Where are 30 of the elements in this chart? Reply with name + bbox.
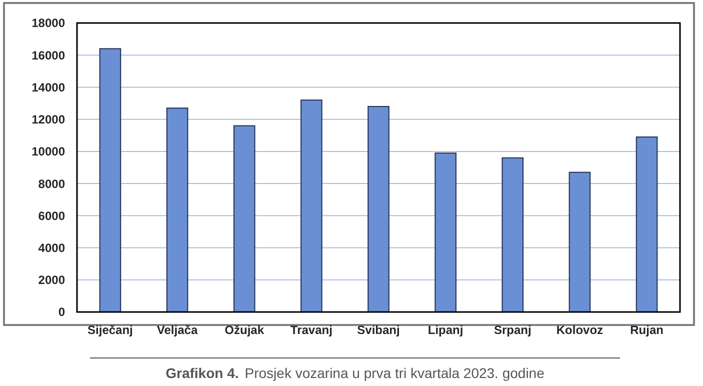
text: Grafikon 4. (166, 365, 239, 381)
bar (502, 157, 524, 312)
x-tick-label: Srpanj (494, 323, 532, 337)
y-tick-label: 12000 (32, 112, 66, 127)
y-tick-label: 2000 (38, 273, 66, 288)
bar (300, 100, 322, 312)
bar (434, 152, 456, 312)
x-tick-label: Ožujak (224, 323, 264, 337)
x-tick-label: Veljača (156, 323, 198, 337)
text: Prosjek vozarina u prva tri kvartala 2023. godine (244, 365, 545, 381)
y-tick-label: 18000 (32, 16, 66, 30)
y-tick-label: 8000 (38, 176, 66, 191)
x-tick-label: Rujan (630, 323, 664, 337)
bar (99, 48, 122, 312)
y-tick-label: 0 (58, 305, 66, 320)
x-tick-label: Lipanj (428, 323, 464, 337)
x-tick-label: Siječanj (88, 323, 133, 337)
bar (233, 125, 256, 312)
y-tick-label: 4000 (38, 240, 66, 255)
bar (636, 136, 658, 312)
x-tick-label: Kolovoz (556, 323, 604, 337)
y-tick-label: 16000 (32, 48, 66, 62)
y-tick-label: 14000 (32, 80, 66, 94)
bar (368, 106, 390, 312)
bar (166, 108, 188, 312)
x-tick-label: Svibanj (357, 323, 400, 337)
bar (568, 172, 591, 312)
x-tick-label: Travanj (290, 323, 332, 337)
y-tick-label: 10000 (32, 144, 66, 159)
y-tick-label: 6000 (38, 208, 66, 223)
